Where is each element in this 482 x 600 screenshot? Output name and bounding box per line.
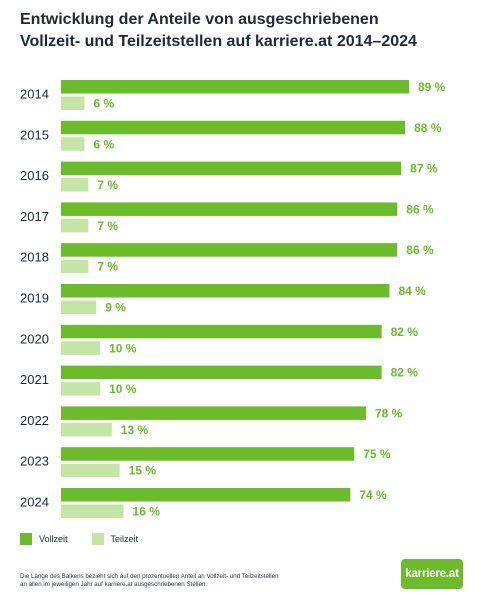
value-label-teilzeit-2018: 7 % [97, 260, 118, 274]
value-label-vollzeit-2016: 87 % [410, 162, 438, 176]
bar-vollzeit-2020 [61, 324, 382, 339]
value-label-teilzeit-2014: 6 % [93, 97, 114, 111]
value-label-vollzeit-2017: 86 % [406, 202, 434, 216]
bar-teilzeit-2021 [61, 382, 101, 396]
year-label-2019: 2019 [20, 291, 49, 306]
bar-vollzeit-2018 [61, 243, 398, 257]
bar-vollzeit-2024 [61, 488, 351, 502]
year-label-2015: 2015 [20, 127, 49, 142]
bar-teilzeit-2024 [61, 504, 124, 518]
value-label-teilzeit-2019: 9 % [105, 301, 126, 315]
value-label-vollzeit-2023: 75 % [363, 447, 391, 461]
bar-teilzeit-2020 [61, 341, 101, 355]
value-label-vollzeit-2022: 78 % [375, 406, 403, 420]
value-label-vollzeit-2021: 82 % [391, 366, 419, 380]
year-label-2021: 2021 [20, 372, 49, 387]
chart-title: Entwicklung der Anteile von ausgeschrieb… [20, 9, 460, 53]
value-label-vollzeit-2019: 84 % [398, 284, 426, 298]
bar-teilzeit-2022 [61, 422, 112, 437]
bar-teilzeit-2019 [61, 300, 97, 314]
bar-chart: 2014 89 % 6 % 2015 88 % 6 % 2016 87 % 7 % 2017 86 … [20, 80, 446, 519]
value-label-teilzeit-2021: 10 % [109, 382, 137, 396]
bar-teilzeit-2015 [61, 137, 85, 151]
value-label-vollzeit-2024: 74 % [359, 488, 387, 502]
bar-teilzeit-2018 [61, 259, 89, 274]
year-label-2023: 2023 [20, 454, 49, 469]
year-label-2018: 2018 [20, 250, 49, 265]
bar-vollzeit-2016 [61, 161, 402, 176]
bar-vollzeit-2015 [61, 120, 406, 135]
year-label-2014: 2014 [20, 87, 49, 102]
legend-label-teilzeit: Teilzeit [110, 534, 139, 544]
legend-item-vollzeit: Vollzeit [20, 533, 68, 545]
karriere-logo: karriere.at [401, 559, 463, 589]
value-label-vollzeit-2020: 82 % [391, 325, 419, 339]
bar-vollzeit-2014 [61, 80, 409, 94]
bar-vollzeit-2019 [61, 284, 390, 298]
bar-teilzeit-2014 [61, 96, 85, 110]
value-label-teilzeit-2015: 6 % [93, 137, 114, 151]
value-label-vollzeit-2014: 89 % [418, 80, 446, 94]
bar-vollzeit-2017 [61, 202, 398, 216]
bar-vollzeit-2023 [61, 447, 355, 461]
bar-teilzeit-2023 [61, 463, 120, 478]
footnote-line-1: Die Länge des Balkens bezieht sich auf d… [20, 573, 279, 580]
value-label-teilzeit-2017: 7 % [97, 219, 118, 233]
year-label-2020: 2020 [20, 331, 49, 346]
value-label-teilzeit-2016: 7 % [97, 178, 118, 192]
year-label-2022: 2022 [20, 413, 49, 428]
legend-swatch-vollzeit [20, 533, 32, 545]
value-label-teilzeit-2024: 16 % [133, 505, 161, 519]
bar-vollzeit-2022 [61, 406, 366, 420]
legend-swatch-teilzeit [91, 533, 104, 545]
footnote-line-2: an allen im jeweiligen Jahr auf karriere… [20, 581, 208, 588]
chart-title-line-1: Entwicklung der Anteile von ausgeschrieb… [20, 11, 379, 28]
legend-item-teilzeit: Teilzeit [91, 533, 139, 545]
bar-teilzeit-2017 [61, 218, 89, 233]
value-label-vollzeit-2018: 86 % [406, 243, 434, 257]
value-label-teilzeit-2022: 13 % [121, 423, 149, 437]
bar-vollzeit-2021 [61, 365, 382, 380]
year-label-2024: 2024 [20, 495, 49, 510]
value-label-teilzeit-2020: 10 % [109, 341, 137, 355]
value-label-vollzeit-2015: 88 % [414, 121, 442, 135]
legend-label-vollzeit: Vollzeit [39, 534, 68, 544]
bar-teilzeit-2016 [61, 178, 89, 192]
year-label-2016: 2016 [20, 168, 49, 183]
year-label-2017: 2017 [20, 209, 49, 224]
value-label-teilzeit-2023: 15 % [129, 464, 157, 478]
chart-title-line-2: Vollzeit- und Teilzeitstellen auf karrie… [20, 33, 417, 50]
footnote: Die Länge des Balkens bezieht sich auf d… [20, 573, 320, 589]
legend: Vollzeit Teilzeit [20, 533, 162, 545]
